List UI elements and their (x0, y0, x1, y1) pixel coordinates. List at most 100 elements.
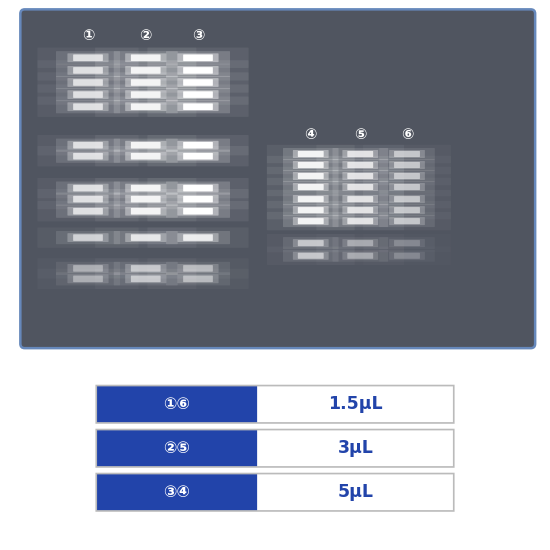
FancyBboxPatch shape (114, 262, 178, 275)
FancyBboxPatch shape (147, 146, 249, 166)
FancyBboxPatch shape (96, 386, 454, 423)
FancyBboxPatch shape (73, 79, 103, 86)
FancyBboxPatch shape (166, 231, 230, 244)
FancyBboxPatch shape (125, 90, 166, 99)
FancyBboxPatch shape (332, 181, 388, 193)
FancyBboxPatch shape (394, 184, 420, 190)
Text: ①: ① (82, 28, 94, 43)
FancyBboxPatch shape (166, 192, 230, 206)
FancyBboxPatch shape (114, 231, 178, 244)
FancyBboxPatch shape (68, 90, 108, 99)
FancyBboxPatch shape (389, 239, 425, 247)
FancyBboxPatch shape (131, 142, 161, 148)
FancyBboxPatch shape (131, 91, 161, 98)
FancyBboxPatch shape (56, 51, 120, 64)
FancyBboxPatch shape (183, 234, 213, 241)
FancyBboxPatch shape (389, 195, 425, 203)
FancyBboxPatch shape (183, 196, 213, 202)
FancyBboxPatch shape (178, 195, 218, 204)
FancyBboxPatch shape (342, 195, 378, 203)
FancyBboxPatch shape (68, 264, 108, 273)
FancyBboxPatch shape (73, 103, 103, 110)
FancyBboxPatch shape (316, 212, 404, 230)
FancyBboxPatch shape (316, 190, 404, 208)
Text: ②⑤: ②⑤ (163, 441, 190, 456)
FancyBboxPatch shape (166, 76, 230, 89)
FancyBboxPatch shape (114, 100, 178, 113)
FancyBboxPatch shape (68, 274, 108, 283)
FancyBboxPatch shape (342, 239, 378, 247)
FancyBboxPatch shape (178, 184, 218, 192)
FancyBboxPatch shape (348, 162, 373, 168)
FancyBboxPatch shape (68, 195, 108, 204)
FancyBboxPatch shape (348, 184, 373, 190)
FancyBboxPatch shape (257, 472, 481, 511)
FancyBboxPatch shape (183, 142, 213, 148)
FancyBboxPatch shape (267, 178, 355, 196)
FancyBboxPatch shape (332, 204, 388, 216)
FancyBboxPatch shape (183, 153, 213, 159)
FancyBboxPatch shape (342, 183, 378, 191)
FancyBboxPatch shape (131, 103, 161, 110)
FancyBboxPatch shape (394, 151, 420, 157)
FancyBboxPatch shape (73, 208, 103, 214)
FancyBboxPatch shape (131, 54, 161, 61)
FancyBboxPatch shape (342, 252, 378, 260)
FancyBboxPatch shape (178, 152, 218, 161)
FancyBboxPatch shape (282, 474, 465, 511)
FancyBboxPatch shape (114, 272, 178, 285)
FancyBboxPatch shape (131, 234, 161, 241)
FancyBboxPatch shape (348, 196, 373, 202)
FancyBboxPatch shape (56, 100, 120, 113)
FancyBboxPatch shape (183, 91, 213, 98)
FancyBboxPatch shape (56, 205, 120, 218)
FancyBboxPatch shape (257, 384, 481, 423)
FancyBboxPatch shape (389, 172, 425, 180)
FancyBboxPatch shape (95, 72, 196, 92)
FancyBboxPatch shape (95, 47, 196, 68)
FancyBboxPatch shape (342, 161, 378, 169)
Text: 1.5μL: 1.5μL (328, 395, 383, 413)
FancyBboxPatch shape (183, 54, 213, 61)
FancyBboxPatch shape (125, 207, 166, 216)
FancyBboxPatch shape (267, 190, 355, 208)
FancyBboxPatch shape (114, 192, 178, 206)
FancyBboxPatch shape (298, 162, 323, 168)
Text: ⑥: ⑥ (401, 127, 413, 142)
FancyBboxPatch shape (293, 252, 328, 260)
FancyBboxPatch shape (131, 196, 161, 202)
FancyBboxPatch shape (166, 100, 230, 113)
FancyBboxPatch shape (283, 215, 338, 227)
FancyBboxPatch shape (147, 189, 249, 209)
FancyBboxPatch shape (394, 173, 420, 179)
FancyBboxPatch shape (147, 178, 249, 198)
FancyBboxPatch shape (389, 252, 425, 260)
FancyBboxPatch shape (293, 172, 328, 180)
FancyBboxPatch shape (316, 145, 404, 163)
FancyBboxPatch shape (348, 173, 373, 179)
FancyBboxPatch shape (166, 182, 230, 195)
FancyBboxPatch shape (178, 66, 218, 75)
FancyBboxPatch shape (125, 66, 166, 75)
FancyBboxPatch shape (73, 276, 103, 282)
FancyBboxPatch shape (342, 172, 378, 180)
FancyBboxPatch shape (178, 53, 218, 62)
FancyBboxPatch shape (283, 181, 338, 193)
FancyBboxPatch shape (282, 430, 465, 467)
Text: ①⑥: ①⑥ (163, 397, 190, 412)
FancyBboxPatch shape (125, 78, 166, 87)
FancyBboxPatch shape (56, 192, 120, 206)
FancyBboxPatch shape (342, 206, 378, 214)
FancyBboxPatch shape (389, 206, 425, 214)
FancyBboxPatch shape (68, 184, 108, 192)
FancyBboxPatch shape (348, 218, 373, 224)
FancyBboxPatch shape (166, 64, 230, 77)
FancyBboxPatch shape (114, 139, 178, 152)
FancyBboxPatch shape (332, 170, 388, 182)
Text: ③: ③ (192, 28, 204, 43)
FancyBboxPatch shape (316, 201, 404, 219)
FancyBboxPatch shape (389, 161, 425, 169)
FancyBboxPatch shape (125, 184, 166, 192)
FancyBboxPatch shape (125, 233, 166, 242)
FancyBboxPatch shape (316, 156, 404, 174)
